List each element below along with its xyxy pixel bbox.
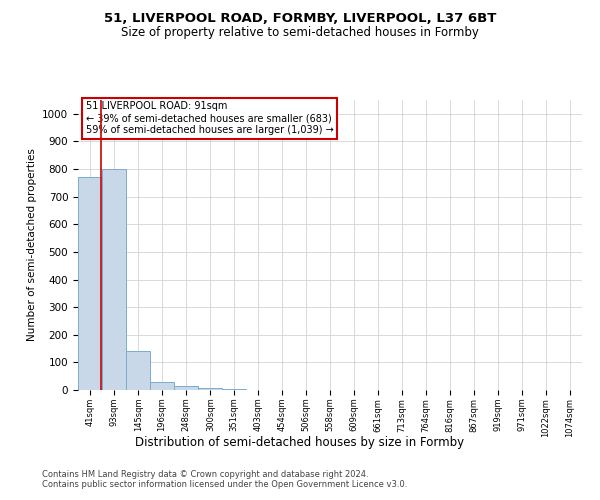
Text: 51, LIVERPOOL ROAD, FORMBY, LIVERPOOL, L37 6BT: 51, LIVERPOOL ROAD, FORMBY, LIVERPOOL, L… [104, 12, 496, 26]
Text: 51 LIVERPOOL ROAD: 91sqm
← 39% of semi-detached houses are smaller (683)
59% of : 51 LIVERPOOL ROAD: 91sqm ← 39% of semi-d… [86, 102, 334, 134]
Bar [78, 178, 102, 390]
Y-axis label: Number of semi-detached properties: Number of semi-detached properties [26, 148, 37, 342]
Text: Distribution of semi-detached houses by size in Formby: Distribution of semi-detached houses by … [136, 436, 464, 449]
Bar [150, 382, 174, 390]
Text: Size of property relative to semi-detached houses in Formby: Size of property relative to semi-detach… [121, 26, 479, 39]
Bar [174, 386, 199, 390]
Bar [199, 388, 223, 390]
Bar [102, 169, 127, 390]
Text: Contains public sector information licensed under the Open Government Licence v3: Contains public sector information licen… [42, 480, 407, 489]
Text: Contains HM Land Registry data © Crown copyright and database right 2024.: Contains HM Land Registry data © Crown c… [42, 470, 368, 479]
Bar [127, 352, 151, 390]
